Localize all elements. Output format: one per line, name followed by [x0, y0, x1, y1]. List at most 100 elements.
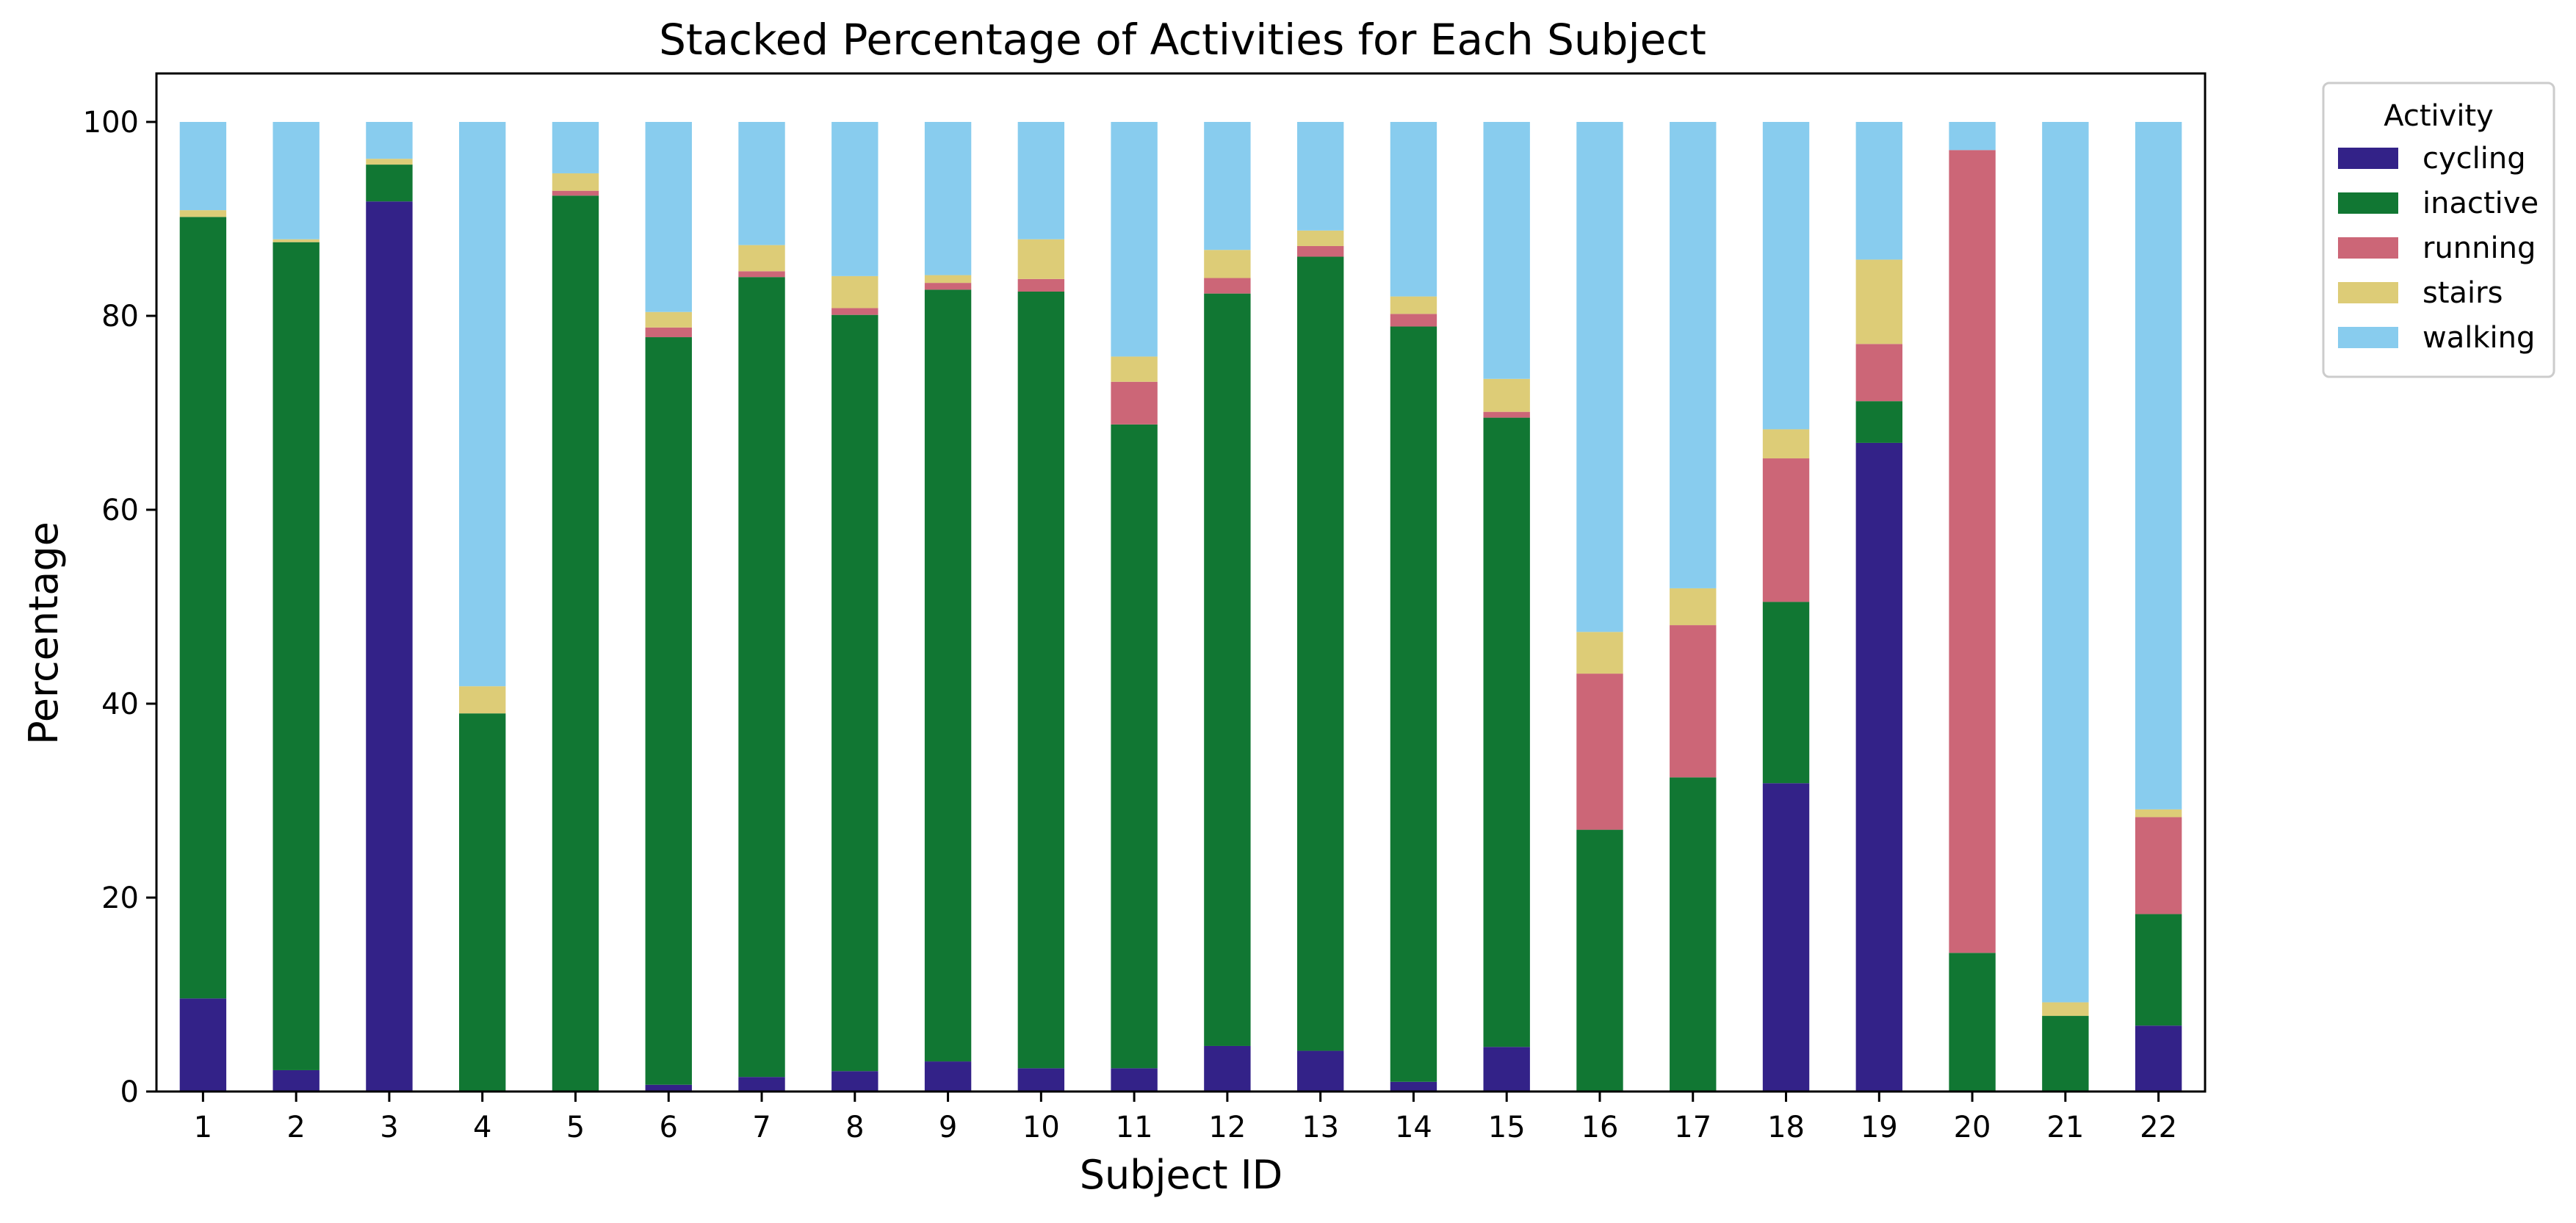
- bar-segment-inactive-subject-17: [1670, 777, 1717, 1092]
- y-tick-label: 0: [120, 1075, 139, 1109]
- x-tick-label: 11: [1116, 1111, 1153, 1144]
- bar-segment-cycling-subject-1: [179, 998, 227, 1092]
- bar-segment-cycling-subject-12: [1204, 1045, 1251, 1092]
- y-axis-label: Percentage: [21, 522, 67, 745]
- bar-segment-cycling-subject-18: [1762, 783, 1810, 1092]
- x-tick-label: 2: [286, 1111, 305, 1144]
- bar-segment-walking-subject-12: [1204, 122, 1251, 250]
- bar-segment-walking-subject-7: [738, 122, 785, 245]
- bar-segment-inactive-subject-3: [366, 165, 413, 202]
- bar-segment-stairs-subject-15: [1483, 378, 1530, 412]
- bar-segment-inactive-subject-16: [1576, 829, 1623, 1092]
- bar-segment-running-subject-10: [1017, 278, 1065, 292]
- bar-segment-cycling-subject-15: [1483, 1047, 1530, 1092]
- bar-segment-stairs-subject-14: [1390, 296, 1437, 314]
- plot-frame: [155, 72, 2207, 1093]
- bar-segment-cycling-subject-10: [1017, 1068, 1065, 1092]
- bar-segment-walking-subject-22: [2135, 122, 2182, 809]
- x-tick-label: 7: [752, 1111, 771, 1144]
- bar-segment-running-subject-12: [1204, 278, 1251, 294]
- bar-segment-inactive-subject-14: [1390, 326, 1437, 1082]
- bar-segment-running-subject-22: [2135, 817, 2182, 914]
- bar-segment-running-subject-7: [738, 271, 785, 278]
- bar-segment-running-subject-16: [1576, 674, 1623, 830]
- x-tick-label: 15: [1488, 1111, 1526, 1144]
- x-tick-label: 4: [473, 1111, 491, 1144]
- bar-segment-inactive-subject-11: [1111, 424, 1158, 1069]
- bar-segment-inactive-subject-21: [2042, 1016, 2089, 1092]
- bar-segment-walking-subject-6: [645, 122, 692, 312]
- legend-label-inactive: inactive: [2422, 187, 2539, 220]
- bar-segment-running-subject-6: [645, 327, 692, 338]
- legend-swatch-stairs: [2338, 282, 2398, 303]
- bar-segment-cycling-subject-14: [1390, 1081, 1437, 1092]
- x-tick-label: 3: [380, 1111, 398, 1144]
- x-tick-label: 10: [1022, 1111, 1060, 1144]
- bar-segment-stairs-subject-19: [1855, 259, 1902, 344]
- bar-segment-stairs-subject-8: [831, 275, 878, 309]
- legend-swatch-running: [2338, 237, 2398, 259]
- bar-segment-running-subject-11: [1111, 381, 1158, 425]
- bar-segment-stairs-subject-1: [179, 210, 227, 217]
- bar-segment-stairs-subject-11: [1111, 356, 1158, 382]
- x-tick-label: 12: [1208, 1111, 1246, 1144]
- x-tick-label: 8: [845, 1111, 864, 1144]
- bar-segment-walking-subject-2: [273, 122, 320, 239]
- bar-segment-cycling-subject-8: [831, 1071, 878, 1092]
- bar-segment-stairs-subject-3: [366, 159, 413, 165]
- bar-segment-inactive-subject-12: [1204, 293, 1251, 1046]
- bar-segment-walking-subject-17: [1670, 122, 1717, 588]
- bar-segment-walking-subject-8: [831, 122, 878, 276]
- legend-label-stairs: stairs: [2422, 276, 2503, 310]
- bar-segment-walking-subject-14: [1390, 122, 1437, 297]
- x-tick-label: 16: [1581, 1111, 1619, 1144]
- bar-segment-walking-subject-18: [1762, 122, 1810, 430]
- x-tick-label: 1: [194, 1111, 212, 1144]
- bar-segment-inactive-subject-15: [1483, 417, 1530, 1047]
- bar-segment-walking-subject-16: [1576, 122, 1623, 632]
- bar-segment-stairs-subject-21: [2042, 1002, 2089, 1017]
- bar-segment-running-subject-18: [1762, 458, 1810, 602]
- x-tick-label: 18: [1767, 1111, 1805, 1144]
- bar-segment-stairs-subject-12: [1204, 250, 1251, 278]
- y-tick-label: 80: [101, 300, 139, 333]
- x-tick-label: 20: [1954, 1111, 1991, 1144]
- bar-segment-stairs-subject-6: [645, 311, 692, 328]
- bar-segment-stairs-subject-13: [1296, 230, 1344, 246]
- bar-segment-inactive-subject-18: [1762, 602, 1810, 784]
- bar-segment-cycling-subject-2: [273, 1069, 320, 1092]
- x-tick-label: 6: [660, 1111, 678, 1144]
- bar-segment-inactive-subject-4: [459, 713, 506, 1092]
- legend-label-walking: walking: [2422, 321, 2535, 355]
- bar-segment-inactive-subject-7: [738, 277, 785, 1078]
- bar-segment-inactive-subject-9: [924, 289, 972, 1062]
- bar-segment-stairs-subject-16: [1576, 632, 1623, 674]
- y-tick-label: 20: [101, 881, 139, 915]
- bar-segment-inactive-subject-22: [2135, 914, 2182, 1026]
- bar-segment-running-subject-13: [1296, 245, 1344, 257]
- y-tick-label: 40: [101, 688, 139, 721]
- bar-segment-walking-subject-15: [1483, 122, 1530, 379]
- bar-segment-cycling-subject-13: [1296, 1050, 1344, 1092]
- legend-swatch-walking: [2338, 327, 2398, 348]
- bar-segment-inactive-subject-20: [1949, 953, 1996, 1092]
- bar-segment-running-subject-20: [1949, 150, 1996, 953]
- bar-segment-walking-subject-5: [552, 122, 599, 173]
- legend-swatch-inactive: [2338, 192, 2398, 214]
- bar-segment-stairs-subject-17: [1670, 588, 1717, 626]
- y-tick-label: 100: [83, 106, 139, 140]
- bar-segment-running-subject-19: [1855, 344, 1902, 402]
- x-tick-label: 17: [1674, 1111, 1711, 1144]
- bar-segment-stairs-subject-2: [273, 239, 320, 242]
- bar-segment-inactive-subject-10: [1017, 292, 1065, 1069]
- bar-segment-stairs-subject-10: [1017, 239, 1065, 279]
- legend-label-cycling: cycling: [2422, 142, 2526, 176]
- bar-segment-inactive-subject-13: [1296, 256, 1344, 1051]
- bar-segment-inactive-subject-8: [831, 314, 878, 1072]
- bar-segment-stairs-subject-4: [459, 686, 506, 714]
- legend-title: Activity: [2384, 99, 2494, 133]
- legend: Activity cycling inactive running stairs walk…: [2322, 82, 2555, 378]
- bar-segment-stairs-subject-5: [552, 173, 599, 191]
